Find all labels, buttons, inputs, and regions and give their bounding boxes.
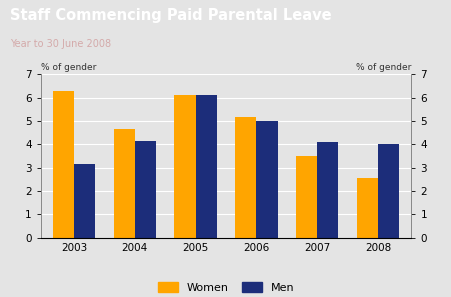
Text: % of gender: % of gender [41, 63, 96, 72]
Bar [317, 142, 338, 238]
Bar [74, 164, 95, 238]
Bar [295, 156, 317, 238]
Text: Staff Commencing Paid Parental Leave: Staff Commencing Paid Parental Leave [10, 8, 331, 23]
Text: Year to 30 June 2008: Year to 30 June 2008 [10, 39, 111, 49]
Bar [134, 141, 156, 238]
Bar [377, 144, 398, 238]
Bar [356, 178, 377, 238]
Legend: Women, Men: Women, Men [154, 279, 297, 296]
Bar [235, 117, 256, 238]
Bar [174, 95, 195, 238]
Bar [256, 121, 277, 238]
Text: % of gender: % of gender [355, 63, 410, 72]
Bar [195, 95, 216, 238]
Bar [53, 91, 74, 238]
Bar [113, 129, 134, 238]
